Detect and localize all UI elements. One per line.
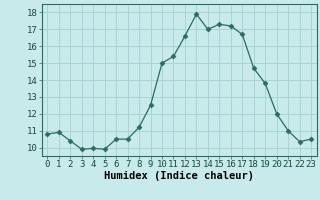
X-axis label: Humidex (Indice chaleur): Humidex (Indice chaleur) <box>104 171 254 181</box>
